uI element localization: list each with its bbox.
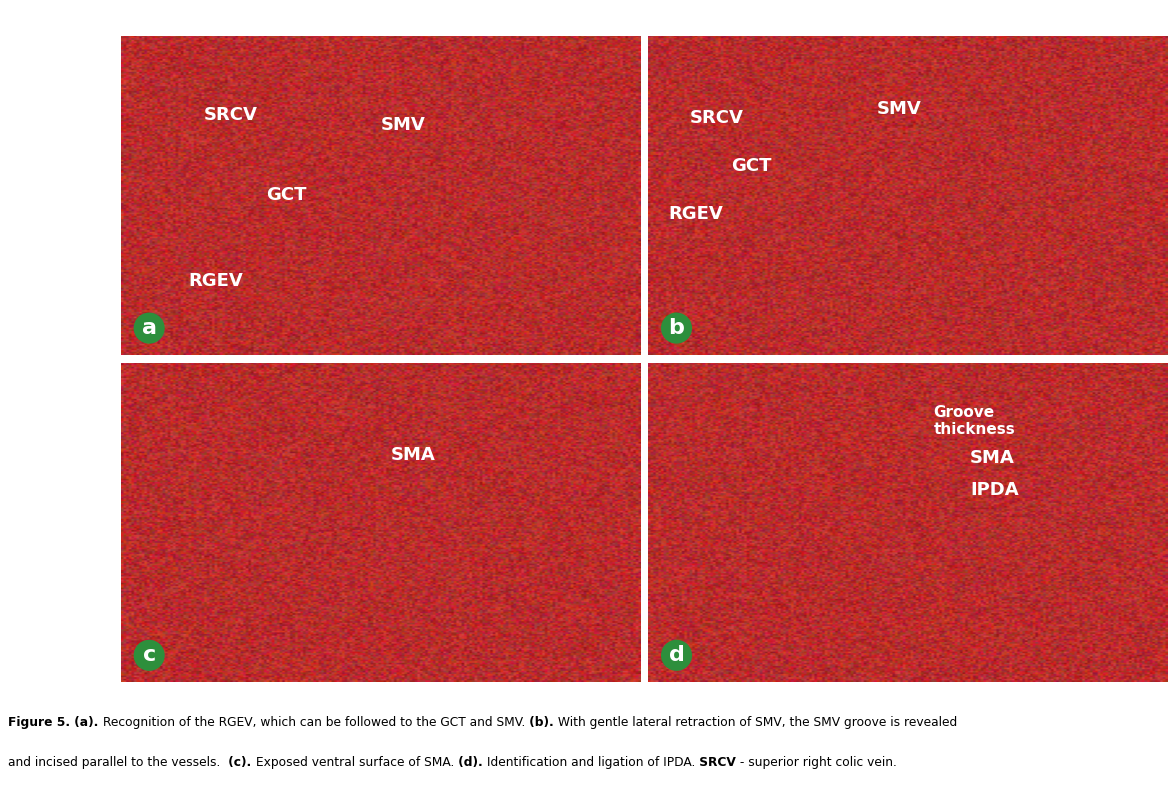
Text: (a).: (a). [70,715,98,729]
Text: b: b [669,318,685,338]
Text: RGEV: RGEV [669,205,724,223]
Text: Identification and ligation of IPDA.: Identification and ligation of IPDA. [482,756,696,769]
Text: a: a [142,318,157,338]
Text: SMV: SMV [877,100,922,118]
Text: IPDA: IPDA [970,481,1019,499]
Text: With gentle lateral retraction of SMV, the SMV groove is revealed: With gentle lateral retraction of SMV, t… [554,715,957,729]
Text: RGEV: RGEV [189,272,242,290]
Text: SMA: SMA [970,449,1015,468]
Text: Figure 5.: Figure 5. [8,715,70,729]
Text: Exposed ventral surface of SMA.: Exposed ventral surface of SMA. [252,756,454,769]
Text: (c).: (c). [225,756,252,769]
Text: c: c [143,646,156,666]
Text: Recognition of the RGEV, which can be followed to the GCT and SMV.: Recognition of the RGEV, which can be fo… [98,715,525,729]
Text: GCT: GCT [266,186,307,204]
Text: SRCV: SRCV [690,110,744,127]
Text: SRCV: SRCV [696,756,737,769]
Text: (d).: (d). [454,756,482,769]
Text: SRCV: SRCV [204,107,258,124]
Text: GCT: GCT [731,157,772,175]
Text: d: d [669,646,685,666]
Text: SMA: SMA [391,446,436,465]
Text: - superior right colic vein.: - superior right colic vein. [737,756,897,769]
Text: and incised parallel to the vessels.: and incised parallel to the vessels. [8,756,225,769]
Text: (b).: (b). [525,715,554,729]
Text: SMV: SMV [381,116,425,134]
Text: Groove
thickness: Groove thickness [933,405,1015,437]
